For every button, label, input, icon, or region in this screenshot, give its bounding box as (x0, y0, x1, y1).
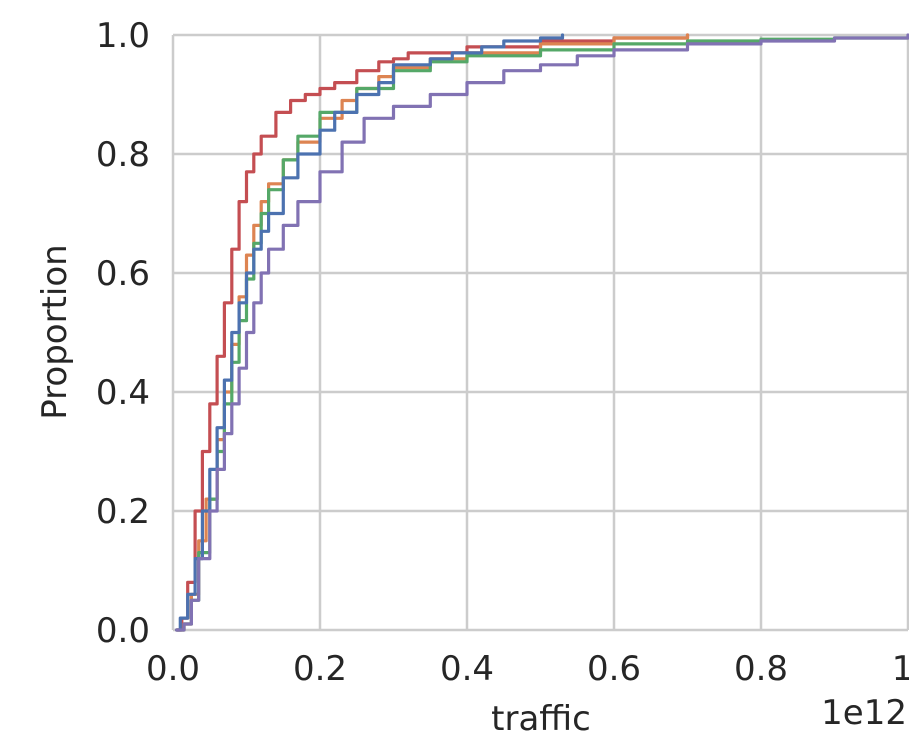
y-tick-label: 1.0 (96, 16, 150, 56)
x-tick-label: 0.2 (293, 649, 347, 689)
x-tick-label: 0.0 (146, 649, 200, 689)
series-line-3 (175, 35, 909, 632)
y-tick-label: 0.2 (96, 492, 150, 532)
y-tick-label: 0.0 (96, 611, 150, 651)
series-line-1 (175, 33, 690, 632)
series-lines (175, 33, 909, 632)
y-tick-label: 0.6 (96, 254, 150, 294)
tick-labels: 0.0 0.2 0.4 0.6 0.8 1. 0.0 0.2 0.4 0.6 0.8 1.0 (96, 16, 909, 689)
y-tick-label: 0.8 (96, 135, 150, 175)
x-tick-label: 0.6 (587, 649, 641, 689)
x-tick-label: 0.8 (734, 649, 788, 689)
y-tick-label: 0.4 (96, 373, 150, 413)
x-tick-label: 1. (892, 649, 909, 689)
grid (171, 33, 909, 632)
series-line-4 (175, 33, 565, 632)
x-tick-label: 0.4 (440, 649, 494, 689)
y-axis-title: Proportion (35, 244, 75, 419)
x-axis-offset-label: 1e12 (821, 693, 907, 733)
series-line-5 (175, 33, 909, 632)
x-axis-title: traffic (491, 699, 591, 739)
